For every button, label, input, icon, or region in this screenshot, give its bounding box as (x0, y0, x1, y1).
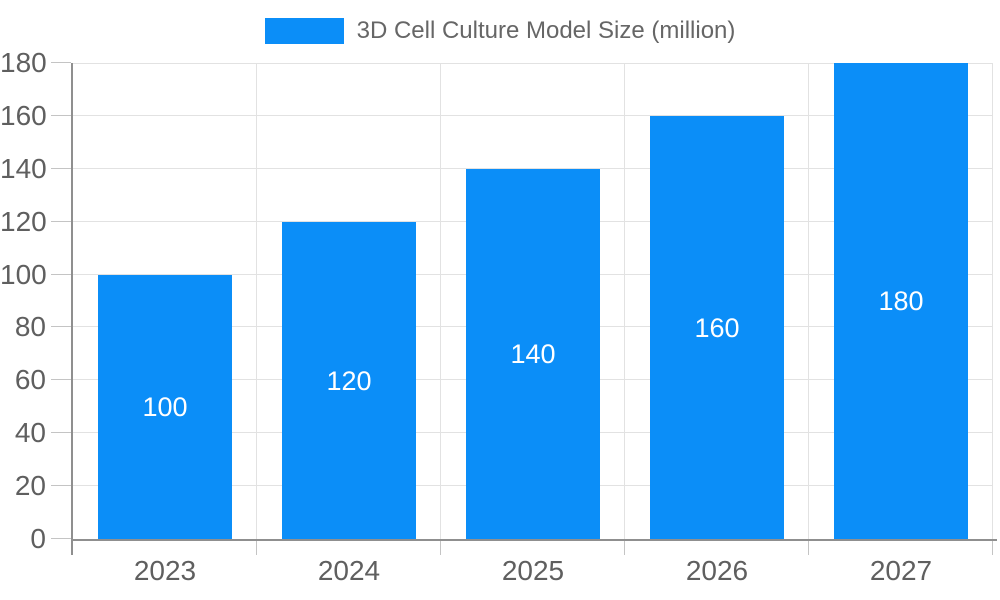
y-axis-tick (51, 379, 71, 380)
y-gridline (73, 63, 993, 64)
x-axis-line (71, 539, 997, 541)
x-axis-tick (808, 541, 809, 555)
x-gridline (624, 63, 625, 539)
bar-value-label: 140 (510, 339, 556, 369)
legend-item[interactable]: 3D Cell Culture Model Size (million) (264, 17, 736, 44)
y-tick-label: 140 (0, 153, 47, 184)
y-gridline (73, 168, 993, 169)
x-axis-tick (440, 541, 441, 555)
bar-value-label: 160 (694, 312, 740, 343)
bar-2026: 160 (650, 116, 784, 539)
y-axis-line (71, 63, 73, 555)
x-gridline (440, 63, 441, 539)
y-tick-label: 40 (14, 417, 46, 448)
y-axis-tick (51, 485, 71, 486)
y-axis-tick (51, 538, 71, 539)
legend-label: 3D Cell Culture Model Size (million) (356, 17, 736, 44)
x-gridline (992, 63, 993, 539)
legend: 3D Cell Culture Model Size (million) (0, 18, 1000, 44)
x-tick-label: 2024 (317, 555, 381, 586)
x-tick-label: 2025 (501, 555, 565, 586)
legend-swatch-icon (264, 18, 344, 44)
y-tick-label: 80 (14, 311, 46, 342)
x-tick-label: 2027 (869, 555, 933, 586)
bar-value-label: 100 (142, 392, 188, 422)
x-axis-tick (992, 541, 993, 555)
x-axis-tick (624, 541, 625, 555)
y-axis-tick (51, 432, 71, 433)
bar-2027: 180 (834, 63, 968, 539)
bar-2025: 140 (466, 169, 600, 539)
y-tick-label: 60 (14, 364, 46, 395)
y-axis-tick (51, 115, 71, 116)
y-tick-label: 0 (30, 523, 46, 554)
x-tick-label: 2026 (685, 555, 749, 586)
y-tick-label: 160 (0, 100, 47, 131)
bar-value-label: 180 (878, 286, 924, 316)
x-gridline (256, 63, 257, 539)
y-tick-label: 120 (0, 206, 47, 237)
bar-value-label: 120 (326, 365, 372, 396)
y-tick-label: 180 (0, 47, 47, 78)
x-tick-label: 2023 (133, 555, 197, 586)
y-tick-label: 20 (14, 470, 46, 501)
plot-area: 0 20 40 60 80 100 120 140 160 180 100 2023 120 2024 14… (0, 47, 997, 586)
y-axis-tick (51, 62, 71, 63)
y-axis-tick (51, 274, 71, 275)
bar-2024: 120 (282, 222, 416, 539)
y-axis-tick (51, 168, 71, 169)
x-axis-tick (256, 541, 257, 555)
y-gridline (73, 115, 993, 116)
y-tick-label: 100 (0, 259, 47, 290)
y-axis-tick (51, 221, 71, 222)
bar-2023: 100 (98, 275, 232, 539)
x-gridline (808, 63, 809, 539)
y-axis-tick (51, 326, 71, 327)
